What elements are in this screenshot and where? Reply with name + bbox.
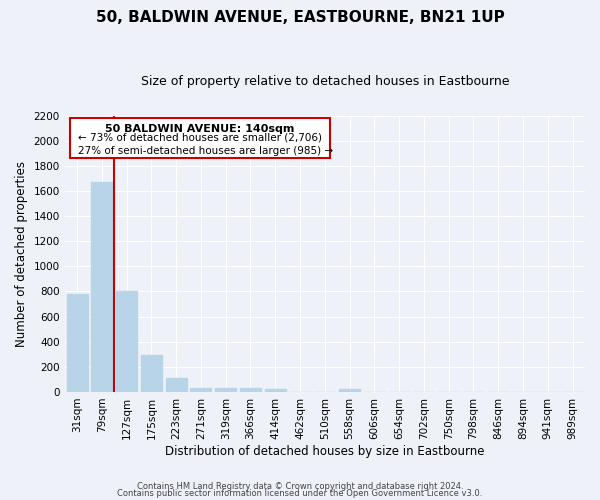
Bar xyxy=(166,378,187,392)
FancyBboxPatch shape xyxy=(70,118,330,158)
Bar xyxy=(215,388,236,392)
Bar xyxy=(141,355,162,392)
Bar xyxy=(67,294,88,392)
Bar xyxy=(339,390,360,392)
X-axis label: Distribution of detached houses by size in Eastbourne: Distribution of detached houses by size … xyxy=(165,444,485,458)
Bar xyxy=(190,388,211,392)
Bar xyxy=(265,390,286,392)
Text: 50, BALDWIN AVENUE, EASTBOURNE, BN21 1UP: 50, BALDWIN AVENUE, EASTBOURNE, BN21 1UP xyxy=(95,10,505,25)
Y-axis label: Number of detached properties: Number of detached properties xyxy=(15,161,28,347)
Text: Contains HM Land Registry data © Crown copyright and database right 2024.: Contains HM Land Registry data © Crown c… xyxy=(137,482,463,491)
Text: ← 73% of detached houses are smaller (2,706): ← 73% of detached houses are smaller (2,… xyxy=(77,132,322,142)
Text: 50 BALDWIN AVENUE: 140sqm: 50 BALDWIN AVENUE: 140sqm xyxy=(105,124,295,134)
Bar xyxy=(91,182,112,392)
Bar xyxy=(240,388,261,392)
Bar xyxy=(116,292,137,392)
Text: Contains public sector information licensed under the Open Government Licence v3: Contains public sector information licen… xyxy=(118,489,482,498)
Text: 27% of semi-detached houses are larger (985) →: 27% of semi-detached houses are larger (… xyxy=(77,146,333,156)
Title: Size of property relative to detached houses in Eastbourne: Size of property relative to detached ho… xyxy=(140,75,509,88)
